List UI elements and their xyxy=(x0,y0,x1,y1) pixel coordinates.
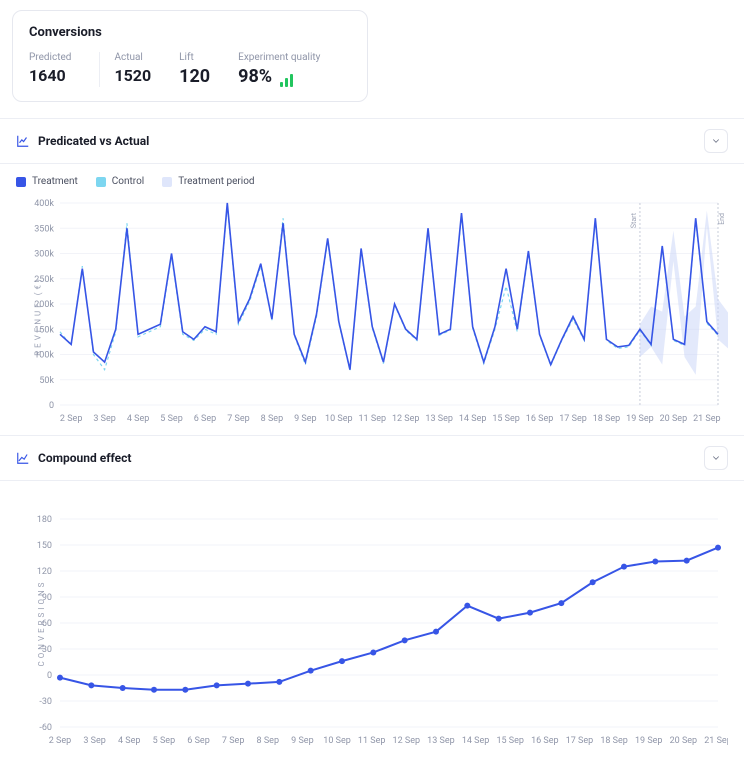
chart2-svg: -60-3003060901201501802 Sep3 Sep4 Sep5 S… xyxy=(16,489,728,749)
collapse-button-1[interactable] xyxy=(704,129,728,153)
legend-control-label: Control xyxy=(112,176,144,187)
chart1-svg: 050k100k150k200k250k300k350k400k2 Sep3 S… xyxy=(16,197,728,427)
svg-text:5 Sep: 5 Sep xyxy=(160,414,182,424)
svg-text:4 Sep: 4 Sep xyxy=(118,736,140,746)
section-title-2: Compound effect xyxy=(38,451,131,465)
svg-text:17 Sep: 17 Sep xyxy=(566,736,594,746)
section-compound-effect: Compound effect xyxy=(0,435,744,481)
svg-text:8 Sep: 8 Sep xyxy=(257,736,279,746)
svg-text:15 Sep: 15 Sep xyxy=(496,736,524,746)
chart1-y-axis-label: REVENUE (€) xyxy=(33,276,42,356)
metric-actual-value: 1520 xyxy=(114,66,151,85)
svg-text:21 Sep: 21 Sep xyxy=(693,414,721,424)
svg-text:20 Sep: 20 Sep xyxy=(670,736,698,746)
svg-text:14 Sep: 14 Sep xyxy=(462,736,490,746)
svg-text:12 Sep: 12 Sep xyxy=(393,736,421,746)
svg-text:16 Sep: 16 Sep xyxy=(526,414,554,424)
svg-text:9 Sep: 9 Sep xyxy=(291,736,313,746)
svg-text:150: 150 xyxy=(37,541,52,551)
metric-lift-label: Lift xyxy=(179,52,210,63)
summary-card: Conversions Predicted 1640 Actual 1520 L… xyxy=(12,10,368,102)
collapse-button-2[interactable] xyxy=(704,446,728,470)
svg-text:10 Sep: 10 Sep xyxy=(323,736,351,746)
summary-title: Conversions xyxy=(29,25,351,40)
svg-text:16 Sep: 16 Sep xyxy=(531,736,559,746)
metric-predicted-label: Predicted xyxy=(29,52,71,63)
legend-swatch-period xyxy=(162,177,172,187)
svg-text:6 Sep: 6 Sep xyxy=(187,736,209,746)
svg-text:14 Sep: 14 Sep xyxy=(459,414,487,424)
svg-text:0: 0 xyxy=(47,671,52,681)
svg-text:13 Sep: 13 Sep xyxy=(427,736,455,746)
chart2-y-axis-label: CONVERSIONS xyxy=(37,580,46,667)
svg-text:6 Sep: 6 Sep xyxy=(194,414,216,424)
svg-text:180: 180 xyxy=(37,515,52,525)
metric-predicted-value: 1640 xyxy=(29,66,71,85)
svg-text:End: End xyxy=(718,213,726,225)
svg-text:8 Sep: 8 Sep xyxy=(261,414,283,424)
svg-text:350k: 350k xyxy=(34,224,54,234)
svg-text:3 Sep: 3 Sep xyxy=(83,736,105,746)
metric-predicted: Predicted 1640 xyxy=(29,52,100,87)
svg-text:11 Sep: 11 Sep xyxy=(359,414,387,424)
svg-text:2 Sep: 2 Sep xyxy=(49,736,71,746)
chevron-down-icon xyxy=(711,453,721,463)
svg-text:9 Sep: 9 Sep xyxy=(294,414,316,424)
metric-actual-label: Actual xyxy=(114,52,151,63)
legend-treatment: Treatment xyxy=(16,176,78,187)
chart-line-icon xyxy=(16,134,30,148)
svg-text:15 Sep: 15 Sep xyxy=(492,414,520,424)
svg-text:120: 120 xyxy=(37,567,52,577)
chart2-container: CONVERSIONS -60-3003060901201501802 Sep3… xyxy=(0,489,744,757)
svg-text:0: 0 xyxy=(49,401,54,411)
chart-trend-icon xyxy=(16,451,30,465)
metric-quality-value: 98% xyxy=(238,66,272,87)
svg-text:11 Sep: 11 Sep xyxy=(358,736,386,746)
chart1-legend: Treatment Control Treatment period xyxy=(0,172,744,197)
svg-text:12 Sep: 12 Sep xyxy=(392,414,420,424)
svg-text:17 Sep: 17 Sep xyxy=(559,414,587,424)
legend-treatment-label: Treatment xyxy=(32,176,78,187)
svg-text:3 Sep: 3 Sep xyxy=(93,414,115,424)
svg-text:21 Sep: 21 Sep xyxy=(704,736,728,746)
legend-swatch-control xyxy=(96,177,106,187)
legend-swatch-treatment xyxy=(16,177,26,187)
svg-text:7 Sep: 7 Sep xyxy=(222,736,244,746)
svg-text:18 Sep: 18 Sep xyxy=(600,736,628,746)
section-title-1: Predicated vs Actual xyxy=(38,134,149,148)
svg-text:19 Sep: 19 Sep xyxy=(635,736,663,746)
section-predicted-vs-actual: Predicated vs Actual xyxy=(0,118,744,164)
metric-actual: Actual 1520 xyxy=(114,52,179,87)
svg-text:10 Sep: 10 Sep xyxy=(325,414,353,424)
metrics-row: Predicted 1640 Actual 1520 Lift 120 Expe… xyxy=(29,52,351,87)
svg-text:Start: Start xyxy=(630,212,638,228)
svg-text:4 Sep: 4 Sep xyxy=(127,414,149,424)
svg-text:-30: -30 xyxy=(39,697,52,707)
chevron-down-icon xyxy=(711,136,721,146)
legend-control: Control xyxy=(96,176,144,187)
svg-text:20 Sep: 20 Sep xyxy=(660,414,688,424)
svg-text:5 Sep: 5 Sep xyxy=(153,736,175,746)
svg-text:2 Sep: 2 Sep xyxy=(60,414,82,424)
svg-text:400k: 400k xyxy=(34,199,54,209)
legend-period: Treatment period xyxy=(162,176,254,187)
svg-text:13 Sep: 13 Sep xyxy=(425,414,453,424)
svg-text:19 Sep: 19 Sep xyxy=(626,414,654,424)
metric-lift: Lift 120 xyxy=(179,52,238,87)
metric-quality: Experiment quality 98% xyxy=(238,52,348,87)
chart1-container: REVENUE (€) 050k100k150k200k250k300k350k… xyxy=(0,197,744,435)
metric-lift-value: 120 xyxy=(179,66,210,87)
svg-text:7 Sep: 7 Sep xyxy=(227,414,249,424)
svg-text:50k: 50k xyxy=(39,376,54,386)
svg-text:-60: -60 xyxy=(39,723,52,733)
legend-period-label: Treatment period xyxy=(178,176,254,187)
svg-text:300k: 300k xyxy=(34,250,54,260)
metric-quality-label: Experiment quality xyxy=(238,52,320,63)
svg-text:18 Sep: 18 Sep xyxy=(593,414,621,424)
signal-bars-icon xyxy=(280,73,293,87)
